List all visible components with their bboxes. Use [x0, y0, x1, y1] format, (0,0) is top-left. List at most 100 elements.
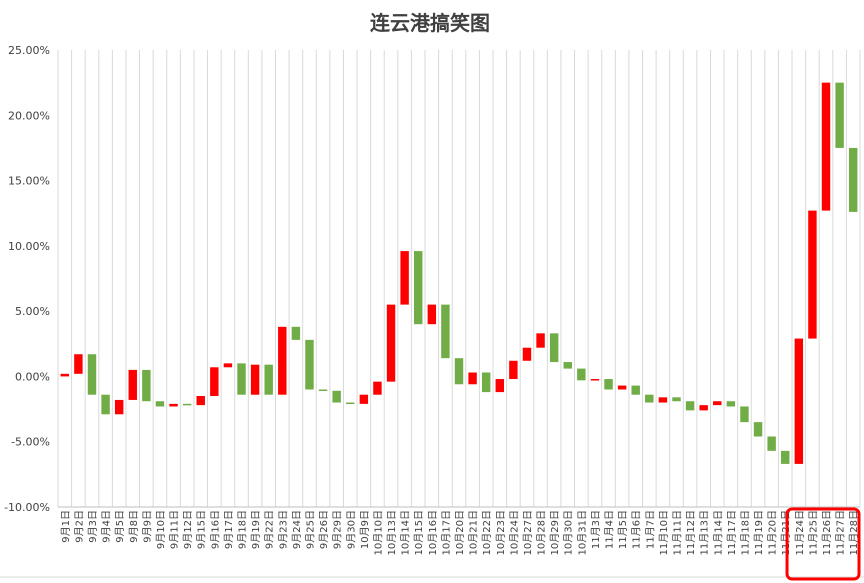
x-tick-label: 9月24日 — [291, 510, 303, 549]
x-tick-label: 10月27日 — [522, 510, 534, 555]
x-tick-label: 10月24日 — [508, 510, 520, 555]
waterfall-bar — [631, 385, 640, 395]
waterfall-bar — [87, 354, 97, 395]
waterfall-bar — [658, 397, 668, 403]
waterfall-bar — [414, 251, 423, 325]
waterfall-bar — [645, 394, 654, 403]
x-tick-label: 10月14日 — [400, 510, 412, 555]
x-tick-label: 11月24日 — [794, 510, 806, 555]
waterfall-bar — [128, 369, 137, 400]
waterfall-bar — [713, 401, 722, 406]
waterfall-bar — [604, 379, 613, 390]
y-tick-label: -5.00% — [11, 436, 50, 449]
waterfall-bar — [590, 379, 600, 381]
x-tick-label: 11月3日 — [590, 510, 602, 549]
x-tick-label: 11月5日 — [617, 510, 629, 549]
x-tick-label: 11月12日 — [685, 510, 697, 555]
x-tick-label: 11月26日 — [821, 510, 833, 555]
x-tick-label: 9月11日 — [169, 510, 181, 549]
x-tick-label: 10月30日 — [563, 510, 575, 555]
x-tick-label: 10月28日 — [536, 510, 548, 555]
waterfall-bar — [264, 364, 273, 395]
x-tick-label: 9月29日 — [332, 510, 344, 549]
x-tick-label: 9月2日 — [73, 510, 85, 543]
waterfall-bar — [60, 373, 70, 377]
waterfall-bar — [672, 397, 681, 402]
waterfall-bar — [142, 369, 151, 402]
x-tick-label: 11月10日 — [658, 510, 670, 555]
chart-title: 连云港搞笑图 — [370, 11, 490, 35]
waterfall-bar — [346, 402, 355, 405]
x-tick-label: 9月22日 — [264, 510, 276, 549]
x-tick-label: 11月28日 — [848, 510, 860, 555]
waterfall-bar — [536, 333, 545, 348]
x-tick-label: 10月22日 — [481, 510, 493, 555]
x-tick-label: 10月17日 — [440, 510, 452, 555]
x-tick-label: 9月8日 — [128, 510, 140, 543]
x-tick-label: 11月20日 — [767, 510, 779, 555]
waterfall-bar — [250, 364, 260, 395]
waterfall-bar — [278, 326, 287, 395]
waterfall-bar — [169, 403, 178, 407]
x-tick-label: 9月4日 — [101, 510, 113, 543]
highlight-box — [785, 507, 861, 581]
x-tick-label: 9月30日 — [345, 510, 357, 549]
gridlines — [57, 50, 861, 507]
waterfall-bar — [441, 304, 450, 359]
x-tick-label: 9月16日 — [209, 510, 221, 549]
waterfall-bar — [155, 401, 165, 407]
y-tick-label: 15.00% — [8, 175, 50, 188]
waterfall-bar — [563, 362, 572, 369]
x-tick-label: 11月25日 — [807, 510, 819, 555]
x-axis: 9月1日 9月2日 9月3日 9月4日 9月5日 9月8日 9月9日 9月10日 9月11日 9月… — [0, 506, 864, 578]
x-tick-label: 10月13日 — [386, 510, 398, 555]
x-tick-label: 11月18日 — [739, 510, 751, 555]
waterfall-bar — [305, 339, 314, 390]
waterfall-bar — [767, 436, 776, 451]
x-tick-label: 10月15日 — [413, 510, 425, 555]
waterfall-bar — [821, 82, 831, 211]
waterfall-bar — [617, 385, 627, 390]
waterfall-bar — [522, 347, 532, 361]
x-tick-label: 9月17日 — [223, 510, 235, 549]
waterfall-bar — [373, 381, 382, 395]
x-tick-label: 9月5日 — [114, 510, 126, 543]
waterfall-bar — [835, 82, 844, 148]
x-tick-label: 9月15日 — [196, 510, 208, 549]
x-tick-label: 10月16日 — [427, 510, 439, 555]
bars — [60, 82, 858, 464]
x-tick-label: 10月20日 — [454, 510, 466, 555]
y-tick-label: 10.00% — [8, 240, 50, 253]
x-tick-label: 9月18日 — [237, 510, 249, 549]
waterfall-bar — [699, 405, 708, 411]
x-tick-label: 10月21日 — [468, 510, 480, 555]
y-tick-label: 25.00% — [8, 44, 50, 57]
waterfall-bar — [332, 390, 341, 403]
x-tick-label: 11月19日 — [753, 510, 765, 555]
waterfall-bar — [848, 147, 858, 212]
waterfall-bar — [237, 363, 246, 395]
x-tick-label: 10月10日 — [372, 510, 384, 555]
x-tick-label: 9月25日 — [304, 510, 316, 549]
waterfall-bar — [400, 251, 409, 305]
x-tick-label: 9月26日 — [318, 510, 330, 549]
highlight-box-layer — [785, 507, 861, 581]
waterfall-bar — [495, 379, 504, 393]
x-tick-label: 9月9日 — [141, 510, 153, 543]
waterfall-bar — [318, 389, 328, 391]
waterfall-bar — [794, 338, 804, 464]
waterfall-bar — [427, 304, 437, 325]
x-tick-label: 11月7日 — [644, 510, 656, 549]
waterfall-bar — [726, 401, 736, 407]
waterfall-bar — [196, 396, 205, 406]
y-axis: 25.00% 20.00% 15.00% 10.00% 5.00% 0.00% -5.00%… — [4, 44, 50, 514]
y-tick-label: -10.00% — [4, 501, 50, 514]
y-tick-label: 20.00% — [8, 109, 50, 122]
x-tick-label: 9月10日 — [155, 510, 167, 549]
x-tick-label: 9月1日 — [60, 510, 72, 543]
waterfall-bar — [386, 304, 396, 382]
x-tick-label: 9月12日 — [182, 510, 194, 549]
waterfall-bar — [223, 363, 233, 368]
